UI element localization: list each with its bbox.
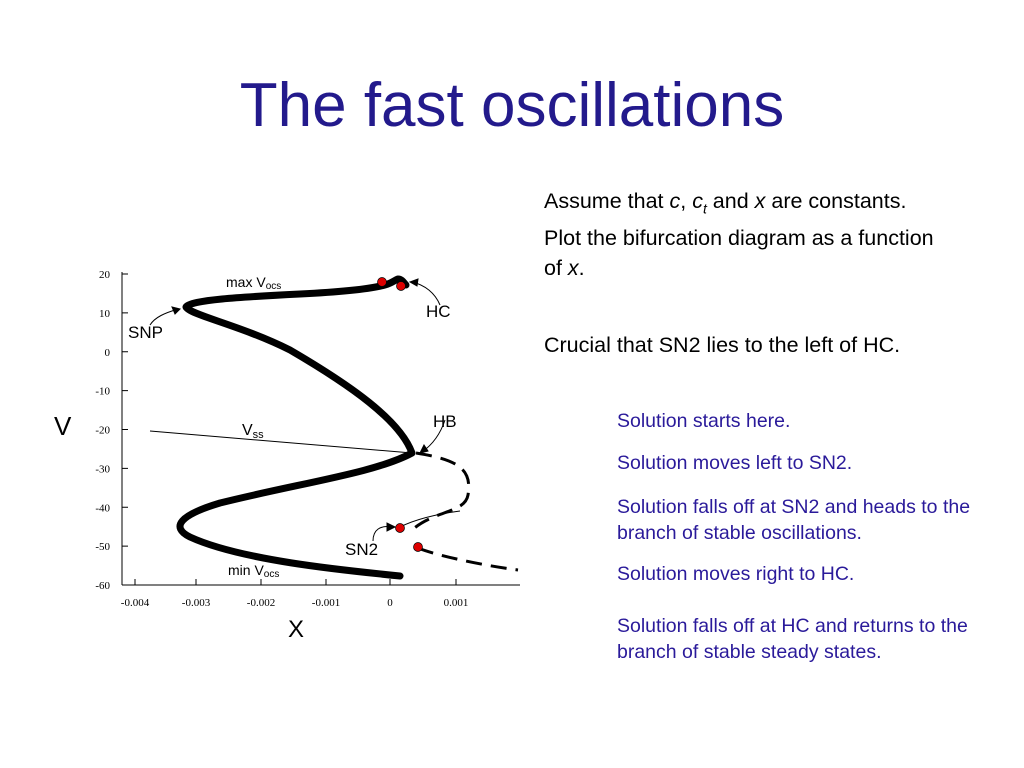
x-tick-label: 0 bbox=[387, 597, 393, 609]
y-tick-label: 0 bbox=[105, 347, 111, 359]
var-x: x bbox=[754, 189, 766, 213]
y-tick-label: 10 bbox=[99, 308, 111, 320]
hc-arrowhead bbox=[408, 278, 419, 287]
var-ct-base: c bbox=[692, 189, 703, 213]
step-3: Solution falls off at SN2 and heads to t… bbox=[617, 496, 971, 544]
y-ticks: 20 10 0 -10 -20 -30 -40 -50 -60 bbox=[95, 269, 128, 592]
label-hc: HC bbox=[426, 302, 451, 321]
intro-period: . bbox=[578, 256, 585, 281]
marker-sn2 bbox=[395, 523, 405, 533]
label-max-vocs: max Vocs bbox=[226, 274, 281, 292]
label-snp: SNP bbox=[128, 323, 163, 342]
snp-arrowhead bbox=[171, 306, 181, 315]
x-ticks: -0.004 -0.003 -0.002 -0.001 0 0.001 bbox=[121, 579, 469, 609]
y-tick-label: -40 bbox=[95, 502, 110, 514]
hb-arrowhead bbox=[419, 444, 429, 454]
var-c: c bbox=[669, 189, 681, 213]
label-sn2: SN2 bbox=[345, 540, 378, 559]
annotation-arrows bbox=[149, 278, 461, 542]
crucial-note: Crucial that SN2 lies to the left of HC. bbox=[544, 333, 901, 357]
x-tick-label: -0.002 bbox=[247, 597, 275, 609]
marker-hc bbox=[396, 281, 406, 291]
step-5: Solution falls off at HC and returns to … bbox=[617, 615, 968, 663]
intro-sep: , bbox=[680, 189, 693, 213]
sn2-arrowhead bbox=[386, 522, 397, 532]
var-ct: ct bbox=[692, 189, 707, 217]
stable-branch bbox=[176, 275, 416, 580]
intro-text: Assume that c, ct and x are constants. P… bbox=[544, 186, 1022, 283]
x-tick-label: -0.003 bbox=[182, 597, 211, 609]
step-1: Solution starts here. bbox=[617, 410, 791, 432]
var-ct-subscript: t bbox=[702, 200, 707, 217]
x-axis-label: X bbox=[288, 616, 304, 643]
step-4: Solution moves right to HC. bbox=[617, 563, 855, 585]
y-tick-label: -30 bbox=[95, 463, 110, 475]
intro-text-part: are constants. bbox=[765, 189, 907, 213]
intro-line-2: Plot the bifurcation diagram as a functi… bbox=[544, 226, 934, 251]
y-tick-label: -20 bbox=[95, 425, 110, 437]
y-tick-label: -60 bbox=[95, 580, 110, 592]
vss-line bbox=[149, 430, 413, 454]
var-x: x bbox=[567, 256, 579, 281]
intro-line-3: of bbox=[544, 256, 568, 281]
y-tick-label: 20 bbox=[99, 269, 111, 281]
y-axis-label: V bbox=[54, 411, 72, 441]
slide-title: The fast oscillations bbox=[239, 71, 785, 140]
y-tick-label: -10 bbox=[95, 386, 110, 398]
y-tick-label: -50 bbox=[95, 541, 110, 553]
x-tick-label: -0.004 bbox=[121, 597, 150, 609]
label-vss: Vss bbox=[242, 422, 264, 441]
intro-text-part: Assume that bbox=[544, 189, 670, 213]
step-2: Solution moves left to SN2. bbox=[617, 452, 853, 474]
intro-text-part: and bbox=[706, 189, 755, 213]
unstable-oscillation-branch bbox=[411, 451, 519, 572]
label-min-vocs: min Vocs bbox=[228, 562, 279, 580]
x-tick-label: -0.001 bbox=[312, 597, 340, 609]
marker-hc-left bbox=[377, 277, 387, 287]
x-tick-label: 0.001 bbox=[444, 597, 469, 609]
sn2-guide bbox=[399, 510, 461, 528]
marker-sn2-right bbox=[413, 542, 423, 552]
